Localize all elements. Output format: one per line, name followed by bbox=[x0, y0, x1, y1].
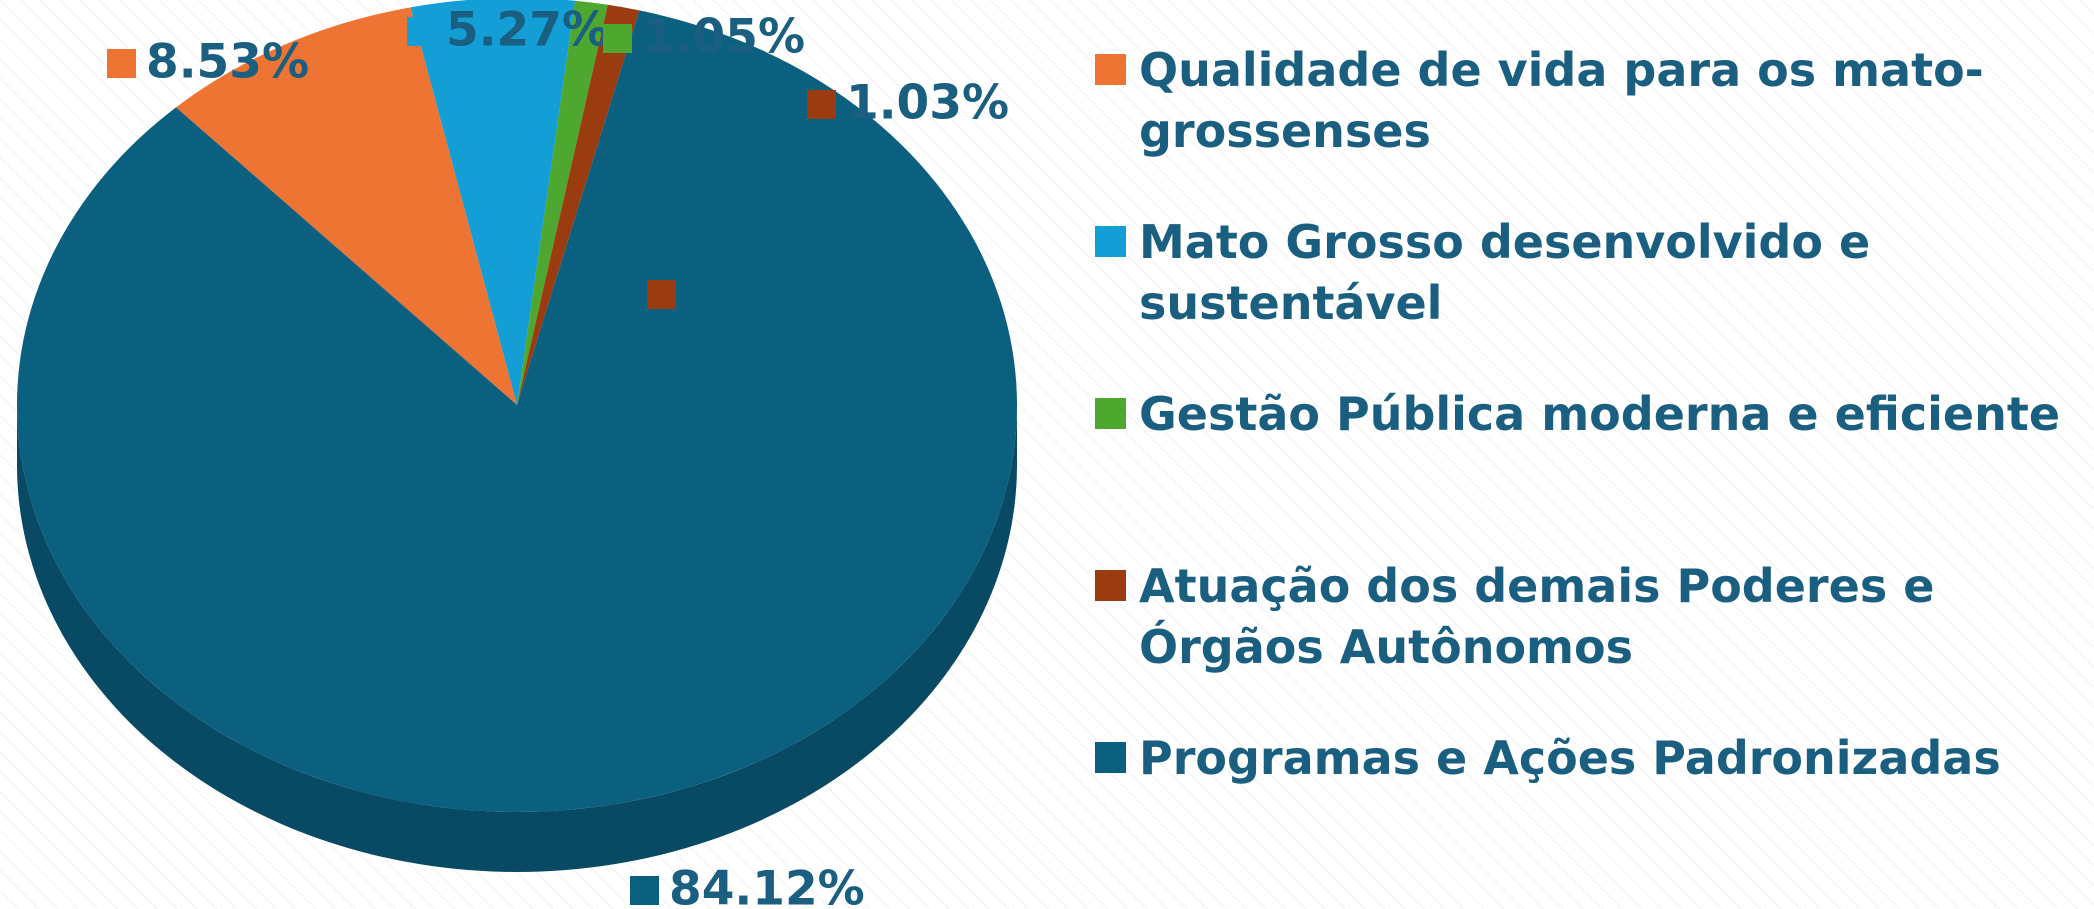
label-marker bbox=[807, 90, 836, 119]
legend-item: Programas e Ações Padronizadas bbox=[1095, 728, 2090, 789]
pie-slice bbox=[176, 7, 517, 405]
pie-slice bbox=[517, 0, 608, 405]
label-marker bbox=[630, 876, 659, 905]
stray-marker bbox=[647, 280, 676, 309]
legend-swatch bbox=[1095, 54, 1126, 85]
legend-swatch bbox=[1095, 398, 1126, 429]
label-marker bbox=[107, 49, 136, 78]
legend-item: Qualidade de vida para os mato-grossense… bbox=[1095, 40, 2090, 162]
legend-label: Mato Grosso desenvolvido e sustentável bbox=[1139, 215, 1871, 330]
legend-swatch bbox=[1095, 742, 1126, 773]
legend-swatch bbox=[1095, 570, 1126, 601]
label-marker bbox=[603, 24, 632, 53]
data-label: 1.03% bbox=[846, 76, 1009, 131]
legend-swatch bbox=[1095, 226, 1126, 257]
legend-item: Mato Grosso desenvolvido e sustentável bbox=[1095, 212, 2090, 334]
legend-item: Gestão Pública moderna e eficiente bbox=[1095, 384, 2090, 445]
pie-slice bbox=[517, 4, 640, 405]
label-marker bbox=[407, 17, 436, 46]
pie bbox=[17, 0, 1018, 872]
pie-slice bbox=[17, 10, 1018, 812]
data-label: 5.27% bbox=[446, 3, 609, 58]
legend-label: Qualidade de vida para os mato-grossense… bbox=[1139, 43, 1984, 158]
legend-label: Gestão Pública moderna e eficiente bbox=[1139, 387, 2061, 441]
data-label: 84.12% bbox=[669, 862, 865, 909]
data-label: 8.53% bbox=[146, 35, 309, 90]
legend-label: Atuação dos demais Poderes e Órgãos Autô… bbox=[1139, 559, 1935, 674]
legend-label: Programas e Ações Padronizadas bbox=[1139, 731, 2001, 785]
legend-item: Atuação dos demais Poderes e Órgãos Autô… bbox=[1095, 556, 2090, 678]
pie-slice bbox=[410, 0, 576, 405]
data-label: 1.05% bbox=[642, 10, 805, 65]
